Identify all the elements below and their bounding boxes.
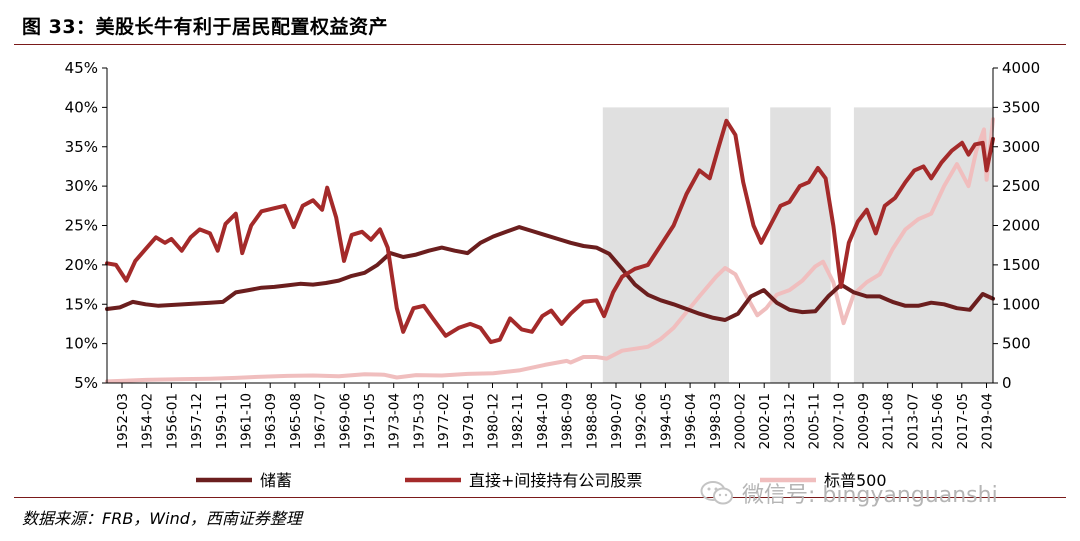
x-tick-label: 1957-12 (189, 393, 205, 449)
left-tick-label: 30% (65, 177, 98, 195)
x-tick-label: 1986-09 (560, 393, 576, 449)
series-line-3 (105, 117, 995, 384)
x-tick-label: 1952-03 (115, 393, 131, 449)
right-tick-label: 0 (1002, 374, 1012, 392)
x-tick-label: 1967-07 (313, 393, 329, 449)
wechat-icon (700, 481, 733, 505)
x-tick-label: 1971-05 (362, 393, 378, 449)
chart-axes: 5% 10% 15% 20% 25% 30% 35% 40% 45% 0 500 1000 1500 20… (65, 59, 1041, 449)
x-tick-label: 1975-03 (411, 393, 427, 449)
right-tick-label: 2000 (1002, 217, 1040, 235)
left-tick-label: 10% (65, 335, 98, 353)
x-tick-label: 1988-08 (584, 393, 600, 449)
x-tick-label: 1992-06 (634, 393, 650, 449)
x-tick-label: 2000-02 (733, 393, 749, 449)
legend-label-2: 直接+间接持有公司股票 (469, 471, 642, 490)
x-tick-label: 2009-09 (856, 393, 872, 449)
watermark-text: 微信号: bingyanguanshi (742, 483, 998, 508)
title-divider (14, 44, 1066, 45)
left-tick-label: 5% (74, 374, 98, 392)
left-tick-label: 15% (65, 295, 98, 313)
x-tick-label: 2015-06 (930, 393, 946, 449)
x-tick-label: 1969-06 (337, 393, 353, 449)
x-tick-label: 1973-04 (387, 393, 403, 449)
x-tick-label: 2002-01 (757, 393, 773, 449)
left-tick-label: 35% (65, 138, 98, 156)
x-tick-label: 1996-04 (683, 393, 699, 449)
x-tick-label: 1984-10 (535, 393, 551, 449)
x-tick-label: 1998-03 (708, 393, 724, 449)
right-tick-label: 3500 (1002, 98, 1040, 116)
left-tick-label: 20% (65, 256, 98, 274)
x-tick-label: 1977-02 (436, 393, 452, 449)
x-tick-label: 1994-05 (658, 393, 674, 449)
x-tick-label: 2007-10 (831, 393, 847, 449)
right-tick-label: 3000 (1002, 138, 1040, 156)
x-tick-label: 2017-05 (955, 393, 971, 449)
x-tick-label: 1979-01 (461, 393, 477, 449)
x-tick-label: 1990-07 (609, 393, 625, 449)
x-tick-label: 1956-01 (164, 393, 180, 449)
x-tick-label: 2003-12 (782, 393, 798, 449)
x-tick-label: 1963-09 (263, 393, 279, 449)
right-tick-label: 1000 (1002, 295, 1040, 313)
x-tick-label: 1982-11 (510, 393, 526, 449)
x-tick-label: 1965-08 (288, 393, 304, 449)
shaded-period-2 (770, 107, 831, 383)
right-tick-label: 500 (1002, 335, 1031, 353)
shaded-period-1 (602, 107, 730, 383)
x-tick-label: 2013-07 (905, 393, 921, 449)
watermark: 微信号: bingyanguanshi (700, 476, 998, 510)
series-line-2 (105, 118, 995, 345)
x-tick-label: 2005-11 (807, 393, 823, 449)
legend-label-1: 储蓄 (260, 471, 292, 490)
x-tick-label: 1954-02 (140, 393, 156, 449)
x-tick-label: 2019-04 (980, 393, 996, 449)
right-tick-label: 2500 (1002, 177, 1040, 195)
source-note: 数据来源：FRB，Wind，西南证券整理 (22, 509, 302, 528)
footer-divider (14, 497, 1066, 498)
legend-label-3: 标普500 (824, 471, 887, 490)
x-tick-label: 1959-11 (214, 393, 230, 449)
left-tick-label: 25% (65, 217, 98, 235)
x-tick-label: 1961-10 (239, 393, 255, 449)
left-tick-label: 40% (65, 98, 98, 116)
chart-legend: 储蓄 直接+间接持有公司股票 标普500 (196, 471, 887, 490)
left-tick-label: 45% (65, 59, 98, 77)
x-tick-label: 1980-12 (486, 393, 502, 449)
figure-title: 图 33：美股长牛有利于居民配置权益资产 (22, 16, 389, 38)
right-tick-label: 4000 (1002, 59, 1040, 77)
series-line-1 (105, 225, 995, 322)
series-lines (105, 117, 995, 384)
x-tick-label: 2011-08 (881, 393, 897, 449)
right-tick-label: 1500 (1002, 256, 1040, 274)
